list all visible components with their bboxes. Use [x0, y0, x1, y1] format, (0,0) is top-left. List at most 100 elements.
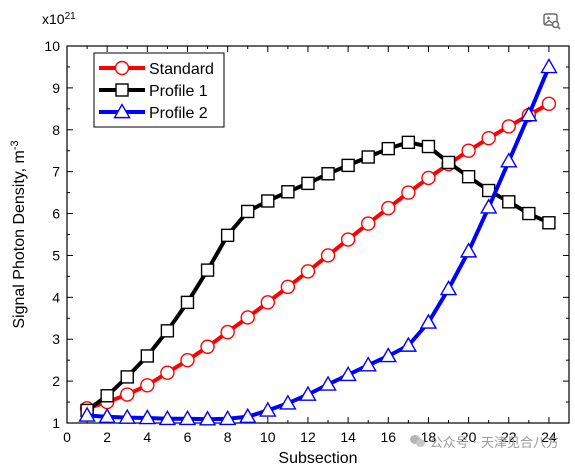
legend-label: Profile 2: [149, 105, 208, 122]
series-line: [86, 102, 550, 411]
data-point: [319, 375, 337, 391]
data-point: [461, 143, 476, 158]
data-point: [361, 216, 376, 231]
series-layer: [78, 58, 558, 426]
image-search-icon[interactable]: [543, 12, 561, 30]
data-point: [158, 409, 177, 426]
data-point: [439, 280, 458, 296]
data-point: [479, 198, 498, 214]
axis-multiplier-base: x10: [42, 11, 65, 27]
legend-label: Profile 1: [149, 83, 208, 100]
data-point: [78, 406, 96, 422]
data-point: [542, 216, 556, 230]
data-point: [481, 130, 496, 146]
data-point: [239, 407, 257, 424]
data-point: [421, 139, 436, 154]
data-point: [399, 336, 418, 352]
data-point: [200, 263, 215, 277]
axis-multiplier: x1021: [42, 11, 76, 28]
data-point: [421, 170, 436, 186]
y-tick-label: 1: [52, 415, 60, 431]
data-point: [259, 401, 277, 417]
data-point: [180, 352, 195, 368]
series-1: [79, 96, 557, 416]
y-tick-label: 8: [52, 122, 60, 138]
legend-label: Standard: [149, 61, 214, 78]
x-tick-label: 12: [300, 429, 316, 445]
y-tick-label: 10: [44, 38, 60, 54]
legend-marker: [114, 60, 130, 76]
x-axis: 0 2 4 6 8 10 12 14 16 18 20 22 24: [63, 46, 570, 445]
data-point: [340, 232, 356, 247]
y-tick-label: 7: [52, 164, 60, 180]
data-point: [361, 150, 375, 164]
data-point: [500, 152, 518, 168]
data-point: [220, 228, 235, 243]
data-point: [279, 394, 297, 410]
x-tick-label: 10: [260, 429, 276, 445]
data-point: [341, 158, 355, 173]
data-point: [198, 410, 217, 426]
data-point: [241, 204, 255, 219]
watermark: 公众号 · 天津见合八方: [409, 432, 559, 451]
data-point: [261, 194, 275, 208]
y-axis-title-superscript: -3: [9, 140, 21, 150]
x-tick-label: 2: [103, 429, 111, 445]
data-point: [541, 96, 557, 112]
data-point: [540, 58, 558, 74]
data-point: [178, 409, 197, 426]
data-point: [118, 408, 136, 424]
y-axis-title-text: Signal Photon Density, m: [11, 150, 28, 328]
data-point: [260, 295, 275, 310]
y-tick-label: 4: [52, 289, 60, 305]
data-point: [401, 135, 416, 150]
data-point: [522, 206, 536, 221]
data-point: [218, 409, 237, 426]
data-point: [100, 389, 114, 403]
data-point: [140, 378, 155, 393]
data-point: [280, 279, 296, 295]
data-point: [281, 185, 295, 199]
legend-item: Standard: [99, 60, 214, 78]
data-point: [200, 339, 215, 354]
data-point: [520, 106, 538, 122]
y-axis: 1 2 3 4 5 6 7 8 9 10: [44, 38, 569, 431]
y-tick-label: 3: [52, 331, 60, 347]
watermark-text: 公众号 · 天津见合八方: [429, 436, 559, 451]
data-point: [120, 387, 135, 402]
legend-item: Profile 1: [99, 83, 208, 100]
data-point: [160, 324, 175, 338]
y-tick-label: 6: [52, 206, 60, 222]
x-tick-label: 18: [421, 429, 437, 445]
data-point: [160, 365, 175, 380]
data-point: [240, 310, 255, 325]
data-point: [321, 167, 335, 181]
data-point: [339, 365, 357, 382]
x-tick-label: 16: [380, 429, 396, 445]
data-point: [381, 141, 395, 156]
x-tick-label: 22: [501, 429, 517, 445]
x-tick-label: 14: [340, 429, 356, 445]
x-tick-label: 0: [63, 429, 71, 445]
data-point: [320, 248, 336, 263]
data-point: [180, 295, 195, 310]
y-axis-title: Signal Photon Density, m-3: [9, 140, 28, 328]
data-point: [461, 169, 476, 184]
data-point: [138, 409, 157, 425]
data-point: [501, 119, 516, 134]
data-point: [301, 176, 315, 191]
legend-item: Profile 2: [99, 103, 208, 122]
data-point: [299, 385, 317, 401]
data-point: [300, 264, 316, 279]
data-point: [140, 349, 155, 363]
wechat-icon: [409, 435, 426, 448]
data-point: [459, 242, 478, 258]
y-tick-label: 5: [52, 247, 60, 263]
data-point: [359, 356, 377, 372]
series-3: [78, 58, 558, 426]
data-point: [419, 313, 438, 329]
x-tick-label: 24: [541, 429, 557, 445]
legend-marker: [113, 103, 131, 119]
x-axis-title: Subsection: [278, 450, 357, 467]
x-tick-label: 4: [143, 429, 151, 445]
